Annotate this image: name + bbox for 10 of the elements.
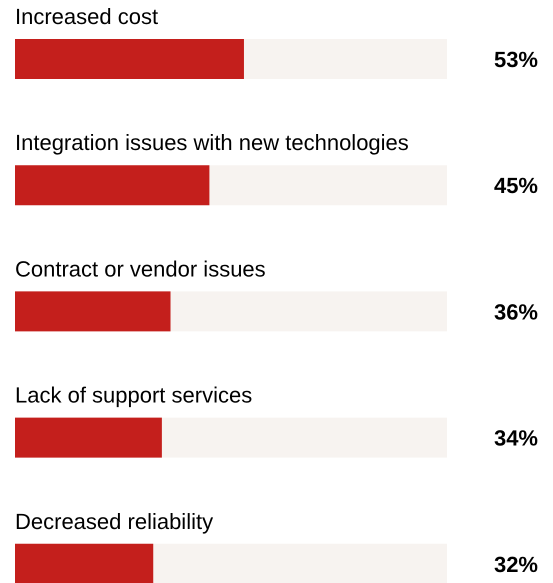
y-tick-label: Contract or vendor issues	[15, 256, 266, 282]
data-label: 34%	[494, 426, 538, 451]
data-label: 32%	[494, 552, 538, 577]
y-tick-label: Increased cost	[15, 4, 158, 29]
y-tick-label: Lack of support services	[15, 382, 252, 408]
data-label: 53%	[494, 47, 538, 72]
y-tick-label: Integration issues with new technologies	[15, 130, 409, 156]
y-tick-label: Decreased reliability	[15, 508, 214, 534]
data-label: 45%	[494, 173, 538, 198]
data-label: 36%	[494, 299, 538, 324]
